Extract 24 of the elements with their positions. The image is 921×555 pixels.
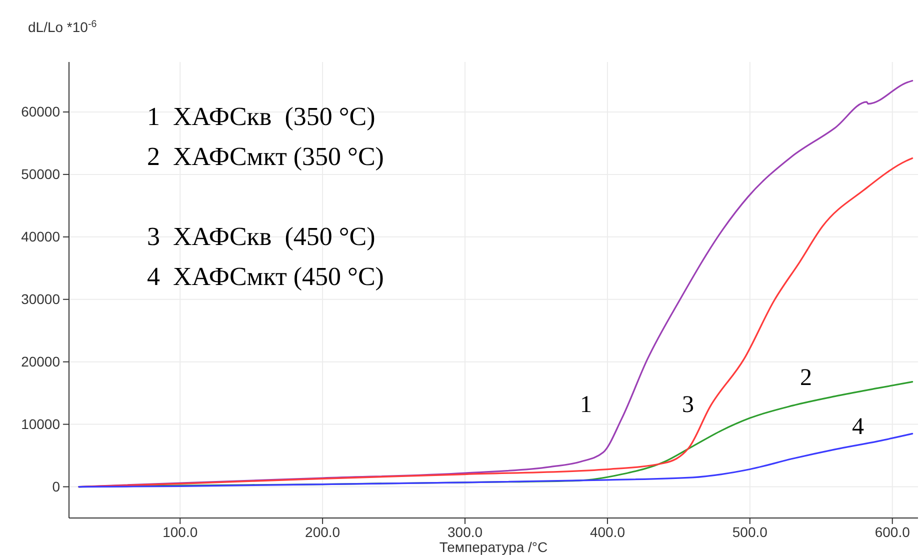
y-tick-label: 10000 [21, 416, 60, 432]
y-tick-label: 50000 [21, 166, 60, 182]
y-tick-label: 40000 [21, 228, 60, 244]
x-tick-label: 500.0 [732, 524, 768, 540]
x-tick-label: 300.0 [447, 524, 483, 540]
x-tick-label: 400.0 [590, 524, 626, 540]
line-series [78, 432, 914, 488]
x-tick-label: 600.0 [874, 524, 910, 540]
y-tick-label: 20000 [21, 353, 60, 370]
annotation: 2 ХАФСмкт (350 °C) [147, 142, 384, 171]
annotation: 1 [580, 392, 592, 418]
annotation: 2 [800, 365, 812, 391]
y-tick-label: 60000 [21, 103, 60, 120]
annotation: 3 ХАФСкв (450 °C) [147, 222, 376, 251]
y-tick-label: 0 [52, 478, 60, 494]
annotation: 4 [852, 414, 864, 440]
x-tick-label: 100.0 [162, 524, 198, 540]
y-tick-label: 30000 [21, 290, 60, 307]
annotation: 1 ХАФСкв (350 °C) [147, 102, 376, 131]
y-axis-title: dL/Lo *10$^{-6}$ [28, 18, 98, 35]
annotation: 3 [682, 392, 694, 418]
annotation: 4 ХАФСмкт (450 °C) [147, 262, 384, 291]
x-axis-title: Температура /°C [439, 539, 548, 555]
x-tick-label: 200.0 [305, 524, 340, 540]
